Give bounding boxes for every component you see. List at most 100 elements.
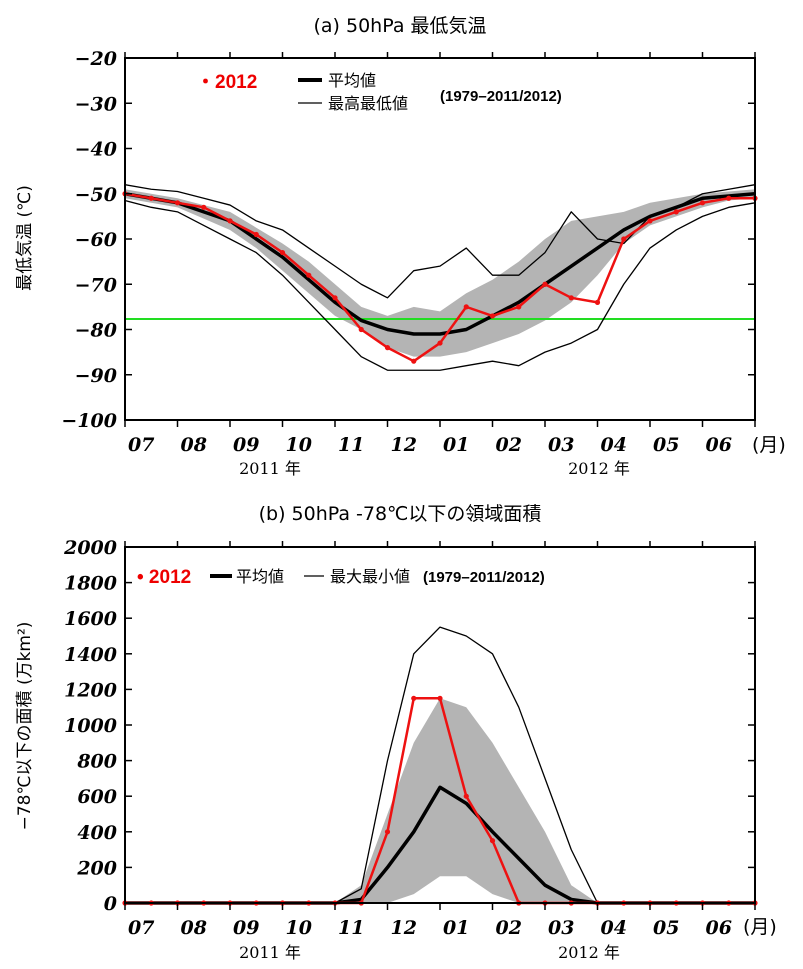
point-a-2012 [174, 200, 181, 206]
panel-a-band [125, 189, 755, 357]
panel-a-year-2012: 2012 年 [568, 459, 630, 478]
panel-b-plot: 0 200 400 600 800 1000 1200 1400 1600 1800 2000 [63, 537, 758, 915]
point-b-2012 [489, 838, 496, 844]
month-label: 02 [496, 434, 522, 456]
month-label: 01 [443, 917, 469, 939]
panel-a-legend: ・2012 平均値 最高最低値 (1979–2011/2012) [196, 71, 562, 113]
point-a-2012 [253, 231, 259, 238]
panel-a-ylabel: 最低気温 (℃) [15, 185, 35, 291]
series-a-minmax [124, 199, 756, 371]
month-label: 07 [128, 434, 154, 456]
panel-b-year-2012: 2012 年 [558, 943, 620, 962]
ytick-label: 1600 [64, 608, 117, 630]
point-b-2012 [411, 695, 417, 701]
ytick-label: −90 [75, 365, 117, 387]
ytick-label: −60 [75, 229, 117, 251]
month-label: 05 [653, 434, 679, 456]
ytick-label: 1800 [64, 573, 117, 595]
point-a-2012 [437, 340, 443, 346]
point-a-2012 [411, 358, 417, 364]
point-a-2012 [227, 218, 233, 224]
point-a-2012 [699, 200, 706, 206]
month-label: 02 [496, 917, 522, 939]
band-area-b [125, 698, 755, 903]
point-b-2012 [437, 695, 443, 701]
month-label: 05 [653, 917, 679, 939]
ytick-label: 2000 [63, 537, 117, 559]
series-a-minmax [124, 184, 756, 299]
month-label: 06 [706, 434, 732, 456]
ytick-label: 400 [77, 822, 117, 844]
panel-a-month-unit: (月) [752, 434, 786, 456]
ytick-label: 600 [77, 786, 117, 808]
month-label: 08 [181, 434, 207, 456]
month-label: 12 [391, 434, 417, 456]
panel-b-ylabel: −78℃以下の面積 (万km²) [15, 622, 35, 831]
point-a-2012 [594, 299, 601, 305]
ytick-label: −50 [75, 184, 117, 206]
panel-a-y-ticks: −20 −30 −40 −50 −60 −70 −80 −90 −100 [61, 48, 755, 432]
panel-a-year-2011: 2011 年 [239, 459, 301, 478]
point-a-2012 [279, 249, 286, 256]
panel-a-month-labels: 07 08 09 10 11 12 01 02 03 04 05 06 [128, 434, 732, 456]
point-a-2012 [568, 295, 574, 301]
band-area-a [125, 189, 755, 357]
month-label: 03 [548, 434, 574, 456]
panel-a-plot: −20 −30 −40 −50 −60 −70 −80 −90 −100 [61, 48, 758, 432]
point-a-2012 [463, 304, 469, 310]
ytick-label: −40 [75, 139, 117, 161]
ytick-label: 0 [104, 893, 117, 915]
panel-b-y-ticks: 0 200 400 600 800 1000 1200 1400 1600 1800 2000 [63, 537, 755, 915]
month-label: 08 [181, 917, 207, 939]
ytick-label: 800 [76, 751, 117, 773]
month-label: 12 [391, 917, 417, 939]
panel-b-title: (b) 50hPa -78℃以下の領域面積 [259, 503, 542, 525]
point-a-2012 [542, 281, 548, 287]
legend-a-minmax-label: 最高最低値 [328, 94, 408, 113]
ytick-label: −80 [75, 320, 117, 342]
ytick-label: −70 [75, 274, 117, 296]
month-label: 11 [338, 434, 364, 456]
panel-b-month-unit: (月) [743, 916, 777, 938]
ytick-label: −20 [75, 48, 117, 70]
point-b-2012 [384, 829, 391, 835]
point-a-2012 [358, 326, 364, 333]
month-label: 09 [233, 917, 259, 939]
month-label: 06 [706, 917, 732, 939]
month-label: 11 [338, 917, 364, 939]
point-a-2012 [673, 209, 679, 215]
legend-b-mean-label: 平均値 [236, 567, 284, 586]
month-label: 09 [233, 434, 259, 456]
panel-a-lines [122, 184, 758, 371]
panel-b-x-ticks [124, 541, 756, 910]
month-label: 10 [286, 917, 312, 939]
ytick-label: 1400 [64, 644, 117, 666]
point-a-2012 [647, 218, 653, 224]
legend-a-period: (1979–2011/2012) [440, 88, 562, 105]
panel-b-month-labels: 07 08 09 10 11 12 01 02 03 04 05 06 [128, 917, 732, 939]
point-a-2012 [148, 195, 154, 201]
point-b-2012 [463, 793, 469, 799]
point-a-2012 [306, 272, 312, 278]
month-label: 10 [286, 434, 312, 456]
panel-a-title: (a) 50hPa 最低気温 [313, 15, 486, 37]
legend-b-2012: • 2012 [137, 567, 191, 588]
legend-a-2012: ・2012 [196, 72, 257, 93]
month-label: 07 [128, 917, 154, 939]
ytick-label: 1000 [64, 715, 117, 737]
point-a-2012 [384, 345, 391, 351]
month-label: 01 [443, 434, 469, 456]
point-a-2012 [621, 236, 627, 242]
point-a-2012 [489, 313, 496, 319]
ytick-label: −100 [61, 410, 117, 432]
legend-a-mean-label: 平均値 [328, 71, 376, 90]
month-label: 04 [601, 434, 627, 456]
legend-b-period: (1979–2011/2012) [423, 569, 545, 586]
point-a-2012 [201, 204, 207, 210]
month-label: 04 [601, 917, 627, 939]
panel-b-year-2011: 2011 年 [239, 943, 301, 962]
point-a-2012 [332, 295, 338, 301]
point-a-2012 [726, 195, 732, 201]
ytick-label: −30 [75, 93, 117, 115]
panel-a-x-ticks [124, 52, 756, 427]
